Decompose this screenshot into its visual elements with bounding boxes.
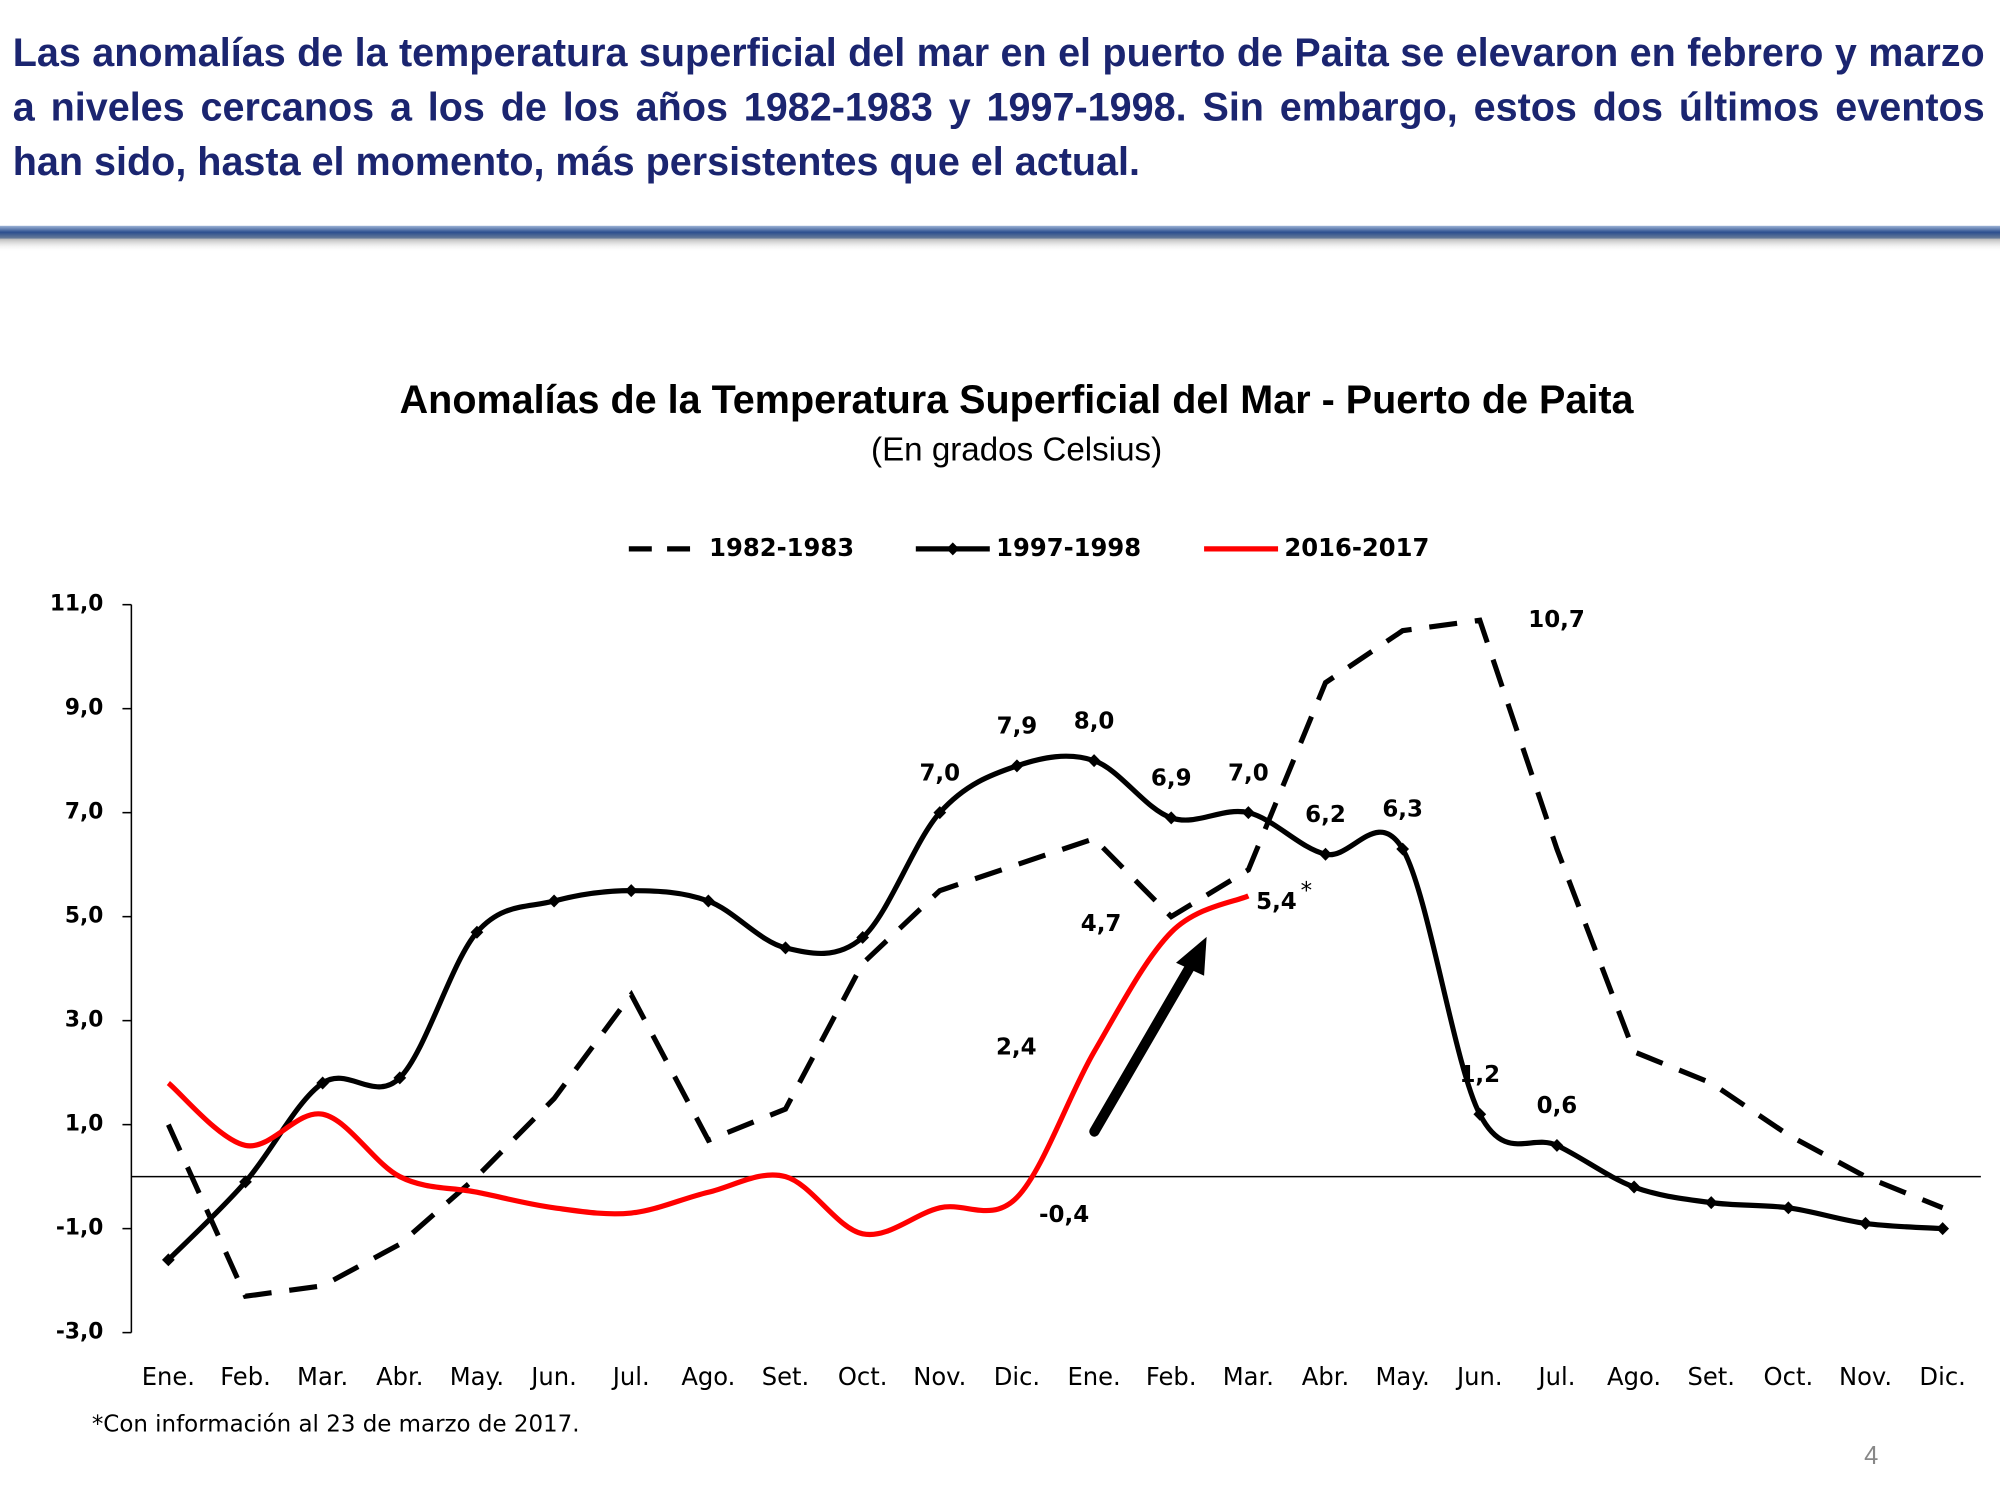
point-marker	[1859, 1216, 1872, 1230]
x-tick-label: Ene.	[1067, 1362, 1120, 1391]
point-marker	[856, 930, 870, 944]
y-tick-label: 1,0	[65, 1112, 103, 1137]
y-tick-label: 5,0	[65, 904, 103, 929]
point-marker	[239, 1175, 252, 1189]
x-tick-label: Feb.	[1146, 1362, 1197, 1391]
x-tick-label: Dic.	[1919, 1362, 1965, 1391]
point-marker	[1241, 806, 1255, 820]
x-tick-label: Mar.	[1223, 1362, 1274, 1391]
arrow-shaft	[1089, 955, 1199, 1137]
point-marker	[316, 1076, 330, 1090]
value-label: -0,4	[1039, 1202, 1089, 1228]
x-tick-label: Ago.	[1607, 1362, 1661, 1391]
value-label: 1,2	[1459, 1062, 1500, 1088]
x-tick-label: Ene.	[142, 1362, 195, 1391]
x-tick-label: Ago.	[681, 1362, 735, 1391]
x-tick-label: Oct.	[1764, 1362, 1814, 1391]
footnote: *Con información al 23 de marzo de 2017.	[92, 1411, 580, 1437]
point-marker	[470, 925, 484, 939]
x-tick-label: Jul.	[611, 1362, 650, 1391]
point-marker	[1396, 842, 1410, 856]
legend-label: 1997-1998	[996, 533, 1141, 562]
value-label: 2,4	[996, 1034, 1037, 1060]
x-tick-label: Jun.	[1455, 1362, 1503, 1391]
value-label: 4,7	[1081, 911, 1122, 937]
y-tick-label: 9,0	[65, 696, 103, 721]
point-marker	[1936, 1222, 1950, 1236]
x-tick-label: Set.	[1687, 1362, 1734, 1391]
legend-label: 2016-2017	[1284, 533, 1429, 562]
arrow-head	[1176, 936, 1207, 976]
legend-marker	[946, 542, 960, 556]
point-marker	[624, 884, 638, 898]
point-marker	[933, 806, 947, 820]
point-marker	[1704, 1196, 1718, 1210]
point-marker	[1319, 847, 1332, 861]
header-text: Las anomalías de la temperatura superfic…	[12, 29, 1985, 185]
point-marker	[547, 894, 561, 908]
value-label: 5,4	[1256, 889, 1297, 915]
x-tick-label: Feb.	[220, 1362, 271, 1391]
x-tick-label: May.	[450, 1362, 504, 1391]
header-rule	[0, 225, 2000, 239]
series-line	[166, 893, 1250, 1238]
value-label: 10,7	[1528, 607, 1585, 633]
header-shadow	[0, 238, 2000, 252]
y-tick-label: 3,0	[65, 1008, 103, 1033]
x-tick-label: Abr.	[1302, 1362, 1349, 1391]
value-label: 6,3	[1382, 797, 1423, 823]
series-line	[166, 617, 1944, 1300]
chart-subtitle: (En grados Celsius)	[871, 431, 1162, 468]
footnote-marker: *	[1301, 878, 1312, 904]
value-label: 8,0	[1074, 708, 1115, 734]
x-tick-label: Set.	[762, 1362, 809, 1391]
y-tick-label: -3,0	[56, 1320, 103, 1345]
x-tick-label: Oct.	[838, 1362, 888, 1391]
y-tick-label: -1,0	[56, 1216, 103, 1241]
x-tick-label: Mar.	[297, 1362, 348, 1391]
x-tick-label: Nov.	[913, 1362, 966, 1391]
value-label: 6,2	[1305, 802, 1346, 828]
legend: 1982-1983 1997-1998 2016-2017	[628, 533, 1429, 562]
value-label: 0,6	[1537, 1093, 1578, 1119]
page-number: 4	[1864, 1442, 1878, 1470]
x-tick-label: Dic.	[994, 1362, 1040, 1391]
legend-label: 1982-1983	[709, 533, 854, 562]
value-label: 7,0	[919, 760, 960, 786]
point-marker	[1781, 1201, 1795, 1215]
x-tick-label: Abr.	[376, 1362, 423, 1391]
point-marker	[701, 894, 715, 908]
point-marker	[161, 1253, 175, 1267]
y-tick-label: 11,0	[50, 592, 103, 617]
y-tick-label: 7,0	[65, 800, 103, 825]
x-tick-label: Jul.	[1536, 1362, 1575, 1391]
value-label: 7,0	[1228, 760, 1269, 786]
header-box: Las anomalías de la temperatura superfic…	[12, 29, 1985, 185]
x-tick-label: Nov.	[1839, 1362, 1892, 1391]
point-marker	[1010, 759, 1024, 773]
point-marker	[779, 941, 792, 955]
value-label: 7,9	[997, 713, 1038, 739]
x-tick-label: Jun.	[529, 1362, 577, 1391]
series-line	[166, 753, 1943, 1262]
value-label: 6,9	[1151, 765, 1192, 791]
point-marker	[393, 1071, 407, 1085]
chart-title: Anomalías de la Temperatura Superficial …	[400, 378, 1635, 422]
x-tick-label: May.	[1375, 1362, 1429, 1391]
